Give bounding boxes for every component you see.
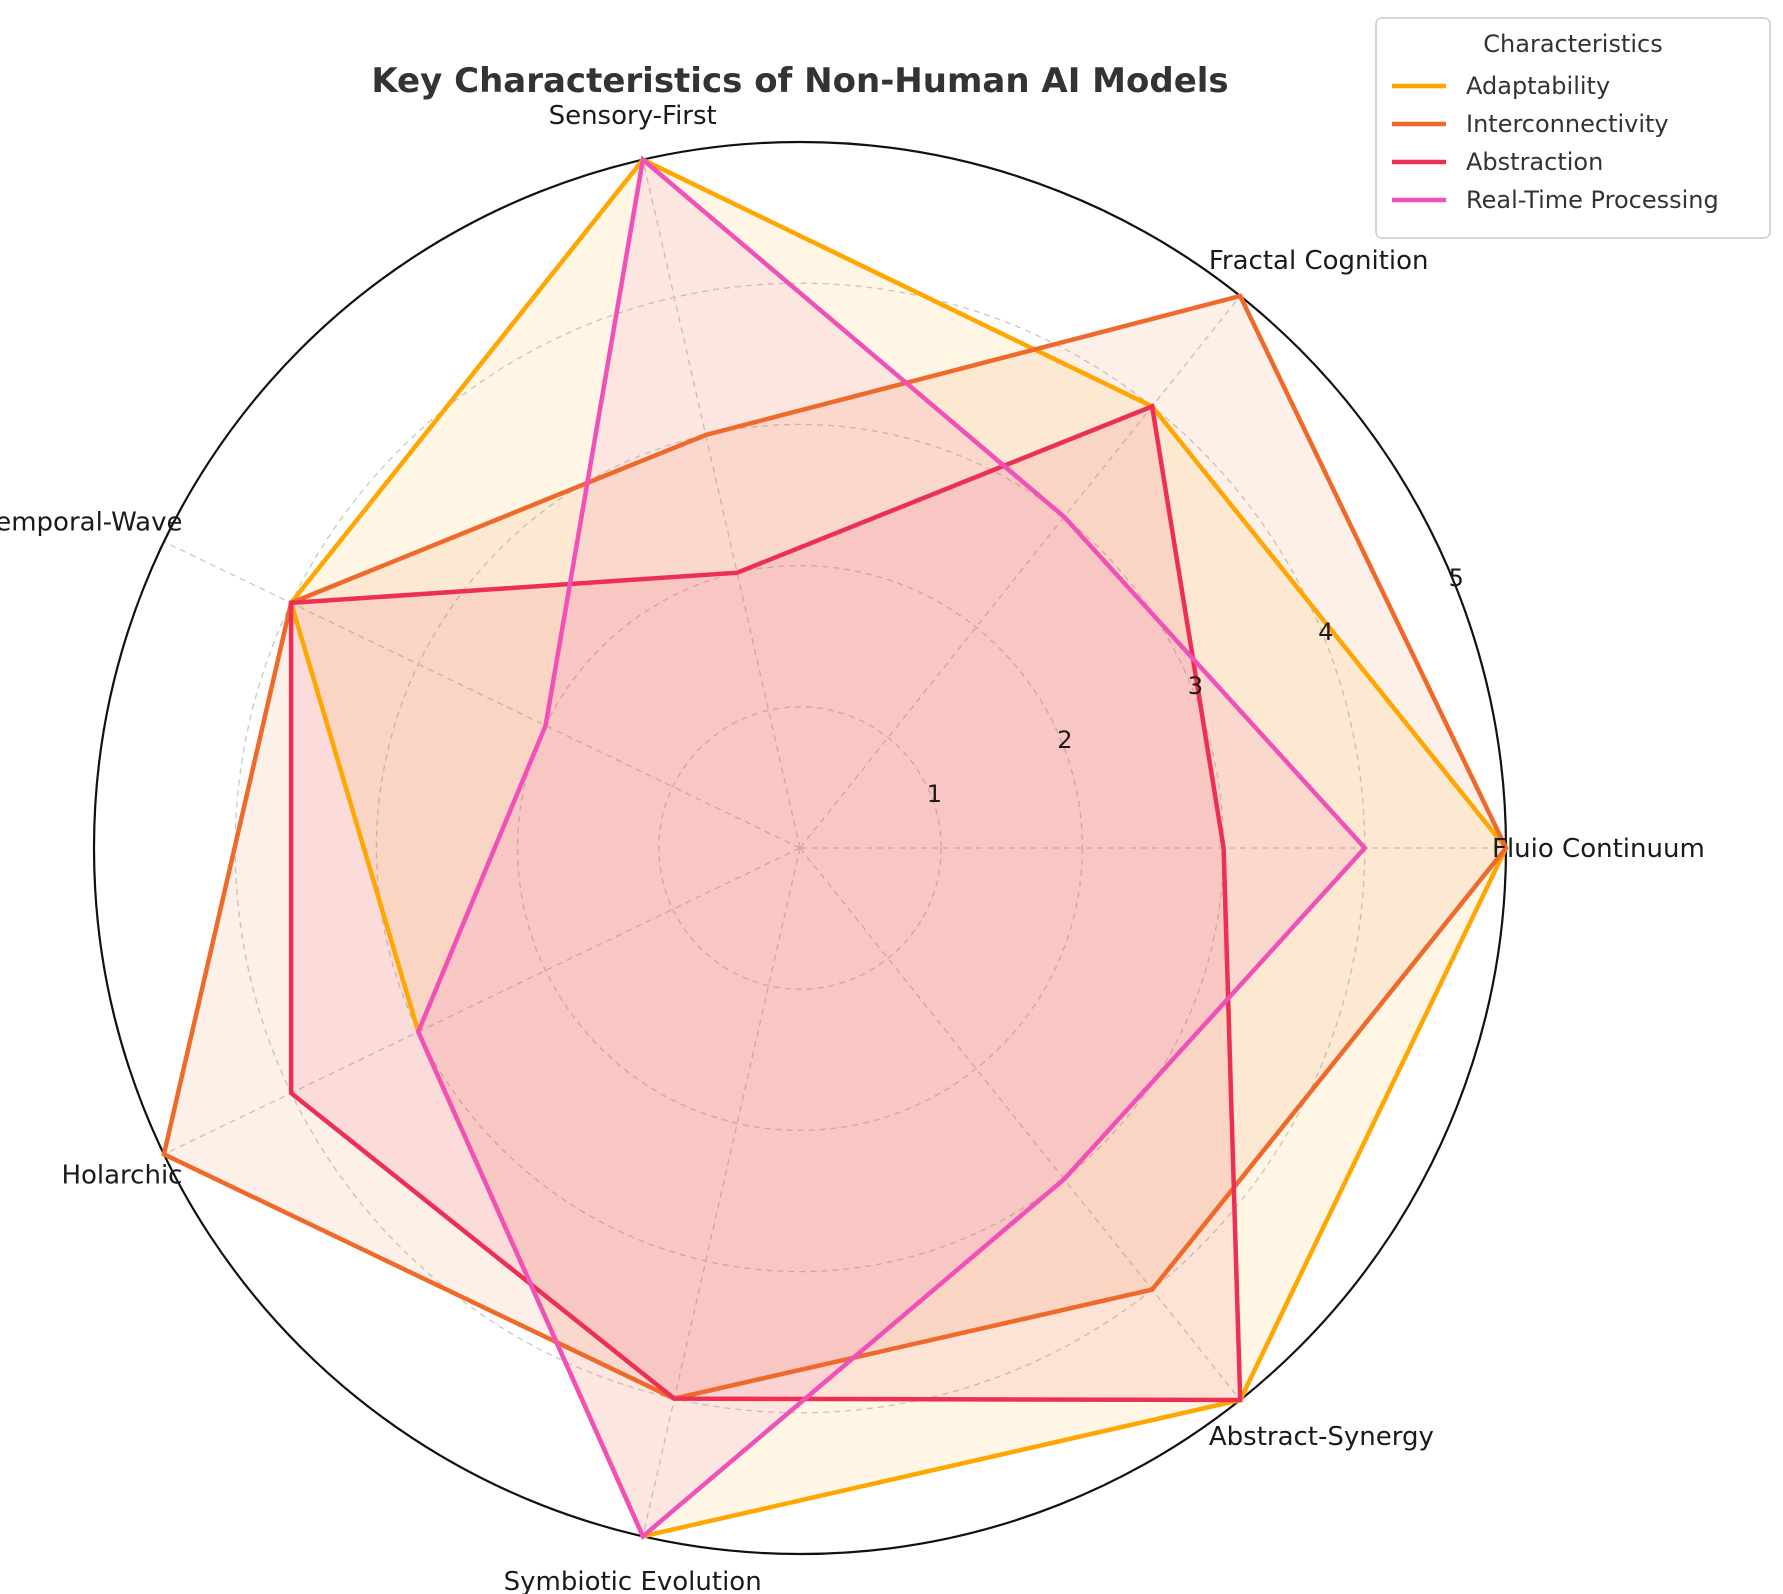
tick-label-2: 2 (1057, 726, 1072, 754)
tick-label-5: 5 (1449, 564, 1464, 592)
series-line-3 (415, 155, 1368, 1540)
legend: Characteristics Adaptability Interconnect… (1375, 17, 1771, 239)
category-label-5: Symbiotic Evolution (504, 1567, 762, 1594)
chart-title: Key Characteristics of Non-Human AI Mode… (371, 61, 1228, 101)
series-fill-3 (418, 159, 1365, 1537)
legend-item-1: Interconnectivity (1392, 110, 1669, 138)
category-label-0: Fluio Continuum (1492, 834, 1705, 864)
category-label-4: Holarchic (61, 1160, 182, 1190)
legend-items: Adaptability Interconnectivity Abstraction… (1392, 72, 1719, 214)
grid-spoke-1 (799, 295, 1241, 849)
tick-label-4: 4 (1318, 618, 1333, 646)
grid-spoke-4 (163, 847, 801, 1155)
legend-box (1375, 17, 1771, 239)
radial-tick-labels: 1 2 3 4 5 (927, 564, 1464, 808)
legend-label-3: Real-Time Processing (1466, 186, 1719, 214)
series-line-1 (161, 293, 1509, 1401)
legend-label-0: Adaptability (1466, 72, 1610, 100)
grid-spoke-2 (642, 159, 801, 849)
legend-label-2: Abstraction (1466, 148, 1603, 176)
grid-spoke-5 (642, 847, 801, 1537)
series-line-0 (288, 156, 1509, 1539)
category-label-3: Temporal-Wave (0, 508, 182, 538)
series-line-2 (288, 403, 1243, 1403)
category-label-1: Fractal Cognition (1209, 246, 1429, 276)
category-label-2: Sensory-First (549, 101, 717, 131)
grid-ring-2 (516, 564, 1084, 1132)
legend-label-1: Interconnectivity (1466, 110, 1669, 138)
category-labels: Fluio Continuum Fractal Cognition Sensory-… (0, 101, 1705, 1594)
grid-ring-1 (658, 706, 942, 990)
category-label-6: Abstract-Synergy (1209, 1422, 1434, 1452)
legend-item-3: Real-Time Processing (1392, 186, 1719, 214)
tick-label-3: 3 (1188, 672, 1203, 700)
tick-label-1: 1 (927, 780, 942, 808)
series-layer (161, 155, 1509, 1540)
series-fill-2 (291, 406, 1241, 1400)
grid-spoke-6 (799, 847, 1241, 1401)
series-fill-0 (291, 159, 1507, 1537)
legend-title: Characteristics (1483, 30, 1662, 58)
legend-item-2: Abstraction (1392, 148, 1603, 176)
series-fill-1 (163, 296, 1506, 1399)
grid-spoke-3 (163, 541, 801, 849)
legend-item-0: Adaptability (1392, 72, 1610, 100)
